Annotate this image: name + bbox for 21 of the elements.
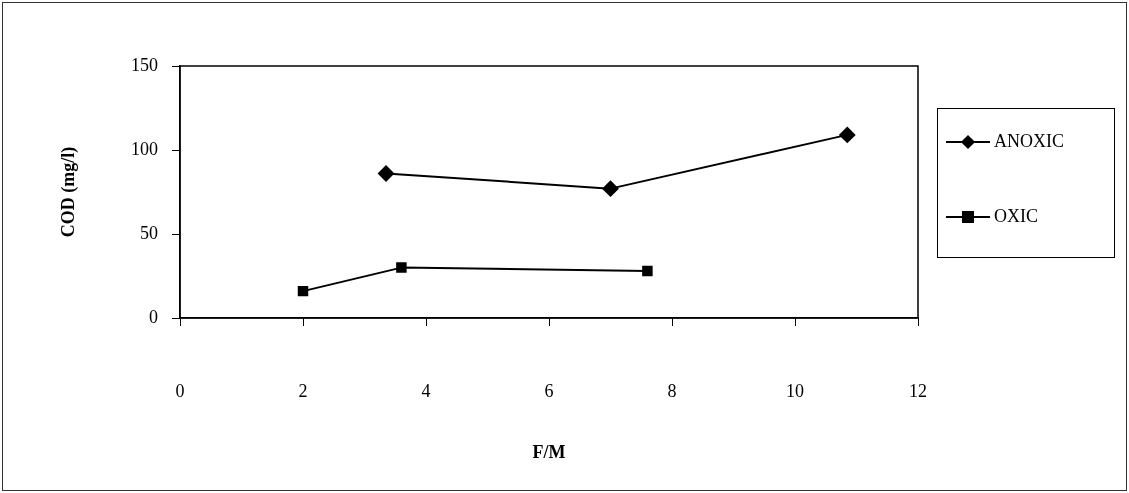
point	[297, 285, 309, 297]
legend-label: ANOXIC	[994, 131, 1064, 152]
x-tick-label: 12	[909, 380, 927, 401]
x-tick-label: 0	[175, 380, 185, 401]
legend-label: OXIC	[994, 206, 1038, 227]
x-tick-label: 8	[667, 380, 677, 401]
point	[602, 180, 619, 197]
point	[839, 126, 856, 143]
x-tick-label: 6	[544, 380, 554, 401]
x-tick-label: 10	[786, 380, 804, 401]
point	[396, 262, 407, 273]
y-tick-label: 0	[149, 306, 158, 327]
x-axis-title: F/M	[532, 441, 566, 462]
point	[378, 165, 395, 182]
y-tick-label: 50	[140, 222, 158, 243]
point	[642, 265, 653, 277]
x-tick-label: 2	[298, 380, 308, 401]
y-axis-title: COD (mg/l)	[58, 146, 80, 238]
y-tick-label: 150	[131, 54, 158, 75]
y-tick-label: 100	[131, 138, 158, 159]
x-tick-label: 4	[421, 380, 431, 401]
